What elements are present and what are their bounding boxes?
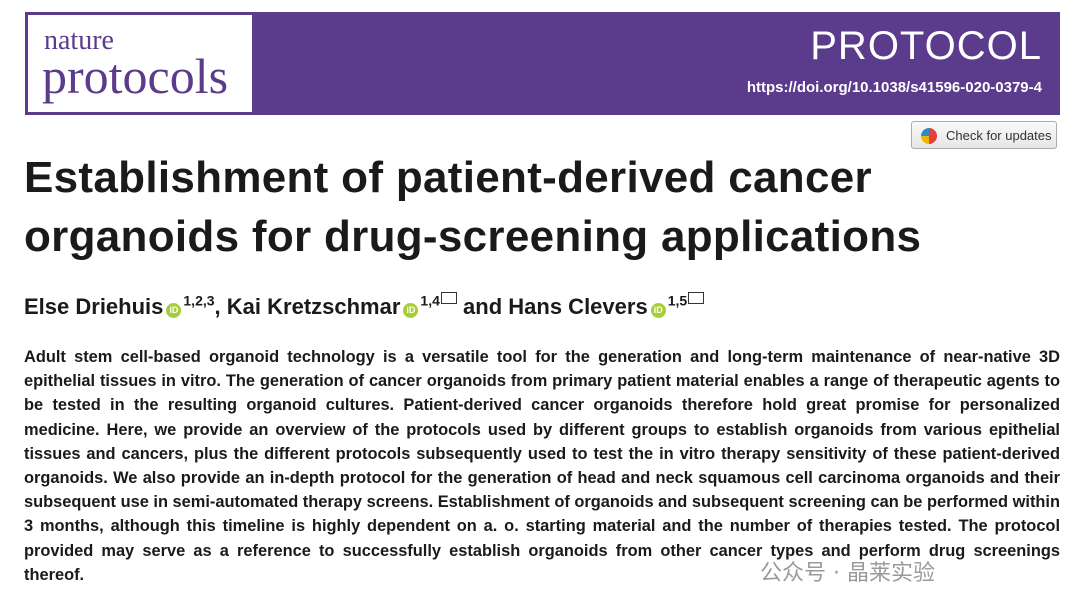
journal-small: nature [44, 25, 114, 56]
author-separator: and [463, 294, 503, 319]
article-title: Establishment of patient-derived cancer … [24, 153, 922, 261]
email-icon[interactable] [440, 292, 457, 304]
affiliation: 1,5 [667, 292, 688, 309]
journal-large: protocols [42, 48, 229, 104]
doi-link[interactable]: https://doi.org/10.1038/s41596-020-0379-… [746, 79, 1042, 96]
update-label: Check for updates [946, 128, 1052, 143]
author-name: Else Driehuis [24, 294, 164, 319]
abstract: Adult stem cell-based organoid technolog… [24, 348, 1060, 584]
journal-logo: nature protocols [27, 14, 253, 113]
author-list: Else Driehuis iD1,2,3, Kai Kretzschmar iD1… [24, 292, 705, 320]
article-type: PROTOCOL [810, 24, 1042, 68]
author-name: Hans Clevers [508, 294, 648, 319]
affiliation: 1,2,3 [183, 292, 215, 309]
update-button[interactable]: Check for updates [911, 121, 1057, 149]
affiliation: 1,4 [420, 292, 440, 309]
author-name: Kai Kretzschmar [226, 294, 401, 319]
watermark: 公众号 · 晶莱实验 [760, 561, 935, 586]
orcid-icon[interactable]: iD [166, 303, 182, 318]
email-icon[interactable] [688, 292, 705, 304]
orcid-icon[interactable]: iD [650, 303, 666, 318]
orcid-icon[interactable]: iD [403, 303, 419, 318]
author-separator: , [214, 294, 221, 319]
